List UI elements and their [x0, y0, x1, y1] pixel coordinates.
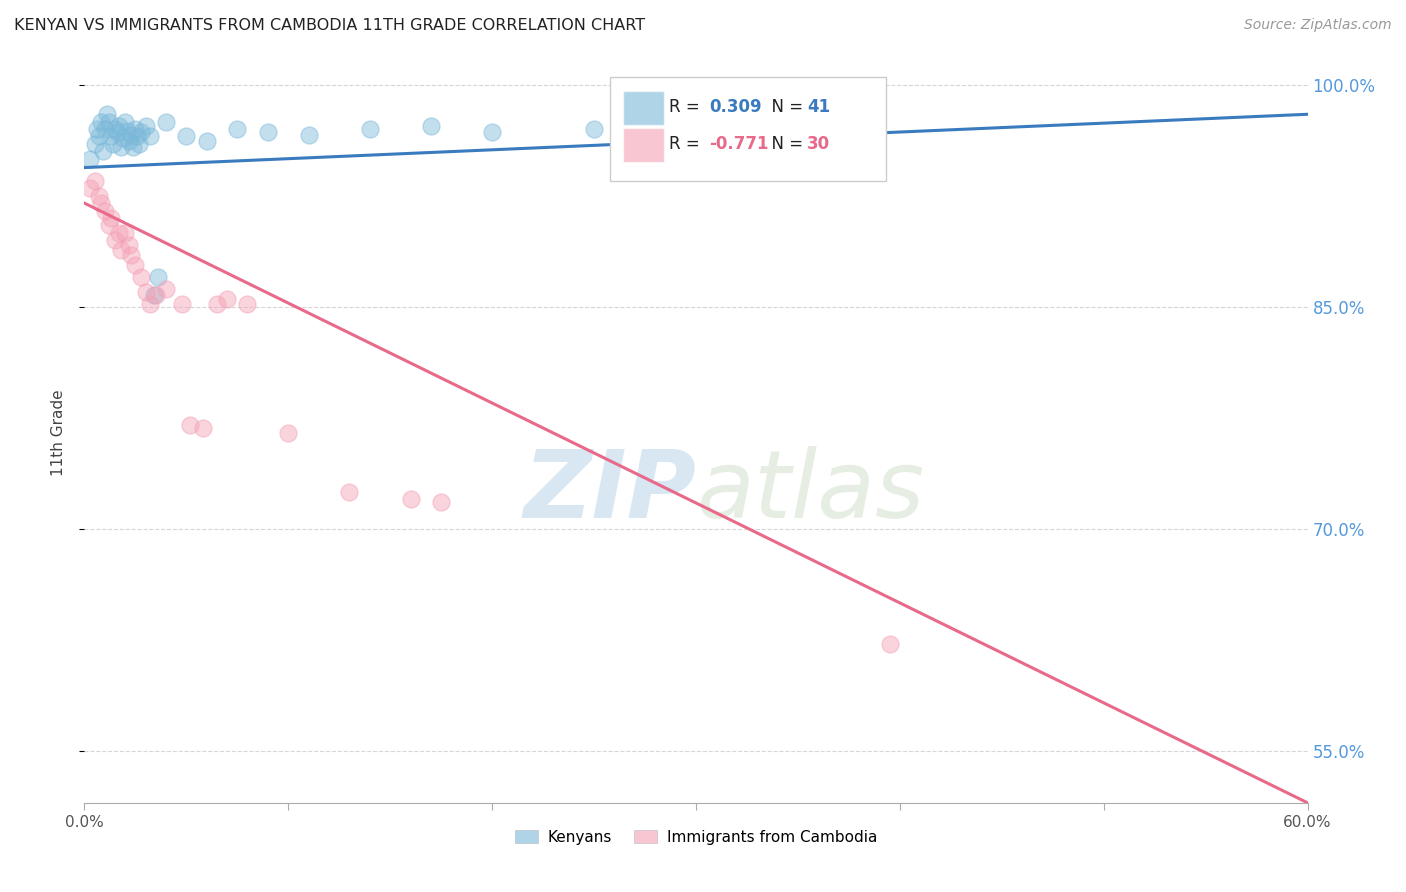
Point: [298, 128, 321, 142]
Point: [430, 495, 453, 509]
Point: [135, 285, 157, 299]
Text: 30: 30: [807, 135, 831, 153]
Point: [131, 125, 153, 139]
Point: [420, 119, 443, 133]
Point: [128, 136, 150, 151]
Text: ZIP: ZIP: [523, 446, 696, 538]
Legend: Kenyans, Immigrants from Cambodia: Kenyans, Immigrants from Cambodia: [509, 823, 883, 851]
Point: [399, 492, 422, 507]
Point: [172, 297, 194, 311]
Point: [135, 119, 157, 133]
Point: [100, 129, 122, 144]
Point: [665, 114, 688, 128]
FancyBboxPatch shape: [623, 91, 664, 126]
Point: [257, 125, 280, 139]
Text: atlas: atlas: [696, 446, 924, 537]
Text: N =: N =: [761, 98, 808, 116]
Y-axis label: 11th Grade: 11th Grade: [51, 389, 66, 476]
Point: [90, 114, 112, 128]
Point: [205, 297, 228, 311]
Point: [90, 196, 112, 211]
Point: [114, 114, 136, 128]
FancyBboxPatch shape: [623, 128, 664, 162]
Point: [236, 297, 259, 311]
Point: [142, 288, 165, 302]
Point: [131, 270, 153, 285]
Text: KENYAN VS IMMIGRANTS FROM CAMBODIA 11TH GRADE CORRELATION CHART: KENYAN VS IMMIGRANTS FROM CAMBODIA 11TH …: [14, 18, 645, 33]
Point: [114, 226, 136, 240]
Point: [179, 418, 201, 433]
Point: [879, 637, 901, 651]
Point: [217, 293, 239, 307]
Point: [120, 128, 142, 142]
Point: [83, 174, 105, 188]
Point: [101, 136, 124, 151]
Point: [138, 129, 160, 144]
Point: [339, 484, 361, 499]
Point: [155, 282, 177, 296]
Point: [112, 131, 135, 145]
Point: [93, 203, 115, 218]
Point: [110, 244, 132, 258]
Point: [108, 119, 131, 133]
Point: [138, 297, 160, 311]
Point: [87, 129, 110, 144]
FancyBboxPatch shape: [610, 78, 886, 181]
Text: 0.309: 0.309: [710, 98, 762, 116]
Text: R =: R =: [669, 135, 704, 153]
Point: [195, 134, 218, 148]
Point: [105, 125, 128, 139]
Point: [86, 122, 108, 136]
Point: [104, 122, 127, 136]
Point: [145, 288, 167, 302]
Point: [110, 140, 132, 154]
Point: [100, 211, 122, 225]
Point: [97, 219, 120, 233]
Point: [155, 114, 177, 128]
Point: [146, 270, 169, 285]
Text: N =: N =: [761, 135, 808, 153]
Text: Source: ZipAtlas.com: Source: ZipAtlas.com: [1244, 18, 1392, 32]
Point: [481, 125, 503, 139]
Point: [79, 181, 101, 195]
Text: R =: R =: [669, 98, 704, 116]
Point: [191, 421, 214, 435]
Point: [115, 123, 138, 137]
Text: 41: 41: [807, 98, 831, 116]
Point: [124, 258, 146, 272]
Point: [87, 188, 110, 202]
Point: [91, 145, 114, 159]
Point: [118, 134, 141, 148]
Point: [120, 248, 142, 262]
Point: [104, 233, 127, 247]
Point: [97, 114, 120, 128]
Point: [226, 122, 249, 136]
Point: [277, 425, 299, 440]
Point: [124, 122, 146, 136]
Text: -0.771: -0.771: [710, 135, 769, 153]
Point: [118, 237, 141, 252]
Point: [644, 92, 666, 106]
Point: [122, 140, 145, 154]
Point: [174, 129, 197, 144]
Point: [83, 136, 105, 151]
Point: [96, 107, 118, 121]
Point: [359, 122, 381, 136]
Point: [583, 122, 606, 136]
Point: [93, 122, 115, 136]
Point: [108, 226, 131, 240]
Point: [127, 129, 149, 144]
Point: [79, 152, 101, 166]
